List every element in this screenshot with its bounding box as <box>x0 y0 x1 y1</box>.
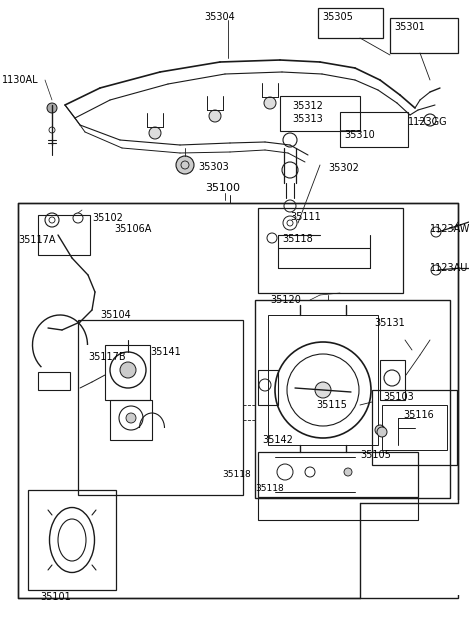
Text: 35106A: 35106A <box>114 224 151 234</box>
Bar <box>258 452 418 497</box>
Text: 35104: 35104 <box>100 310 131 320</box>
Text: 35102: 35102 <box>92 213 123 223</box>
Text: 35310: 35310 <box>344 130 375 140</box>
Text: 1123AW: 1123AW <box>430 224 469 234</box>
Bar <box>380 360 405 400</box>
Circle shape <box>126 413 136 423</box>
Text: 35115: 35115 <box>316 400 347 410</box>
Bar <box>18 203 458 598</box>
Text: 35100: 35100 <box>205 183 240 193</box>
Text: 35118: 35118 <box>282 234 313 244</box>
Bar <box>280 96 360 131</box>
Text: 35118: 35118 <box>222 470 251 479</box>
Circle shape <box>315 382 331 398</box>
Text: 1123AU: 1123AU <box>430 263 469 273</box>
Text: 35118: 35118 <box>255 484 284 493</box>
Bar <box>390 18 458 53</box>
Bar <box>255 300 450 498</box>
Circle shape <box>149 127 161 139</box>
Text: 35301: 35301 <box>394 22 425 32</box>
Text: 1130AL: 1130AL <box>2 75 38 85</box>
Text: 35304: 35304 <box>204 12 235 22</box>
Text: 35111: 35111 <box>290 212 321 222</box>
Bar <box>38 215 90 255</box>
Bar <box>28 490 116 590</box>
Text: 35302: 35302 <box>328 163 359 173</box>
Circle shape <box>375 425 385 435</box>
Bar <box>78 320 243 495</box>
Text: 35116: 35116 <box>403 410 434 420</box>
Circle shape <box>120 362 136 378</box>
Text: 35313: 35313 <box>292 114 323 124</box>
Circle shape <box>264 97 276 109</box>
Bar <box>258 208 403 293</box>
Text: 35312: 35312 <box>292 101 323 111</box>
Text: 35117A: 35117A <box>18 235 55 245</box>
Bar <box>110 400 152 440</box>
Bar <box>360 500 460 595</box>
Circle shape <box>209 110 221 122</box>
Text: 35117B: 35117B <box>88 352 126 362</box>
Bar <box>105 345 150 400</box>
Bar <box>268 315 378 445</box>
Bar <box>258 498 418 520</box>
Circle shape <box>176 156 194 174</box>
Bar <box>382 405 447 450</box>
Bar <box>340 112 408 147</box>
Text: 35141: 35141 <box>150 347 181 357</box>
Text: 35131: 35131 <box>374 318 405 328</box>
Circle shape <box>344 468 352 476</box>
Text: 35303: 35303 <box>198 162 229 172</box>
Text: 35105: 35105 <box>360 450 391 460</box>
Circle shape <box>47 103 57 113</box>
Circle shape <box>377 427 387 437</box>
Text: 35120: 35120 <box>270 295 301 305</box>
Text: 1123GG: 1123GG <box>408 117 447 127</box>
Text: 35101: 35101 <box>40 592 71 602</box>
Text: 35142: 35142 <box>262 435 293 445</box>
Bar <box>318 8 383 38</box>
Bar <box>372 390 457 465</box>
Bar <box>258 370 278 405</box>
Bar <box>38 372 70 390</box>
Text: 35103: 35103 <box>383 392 414 402</box>
Text: 35305: 35305 <box>322 12 353 22</box>
